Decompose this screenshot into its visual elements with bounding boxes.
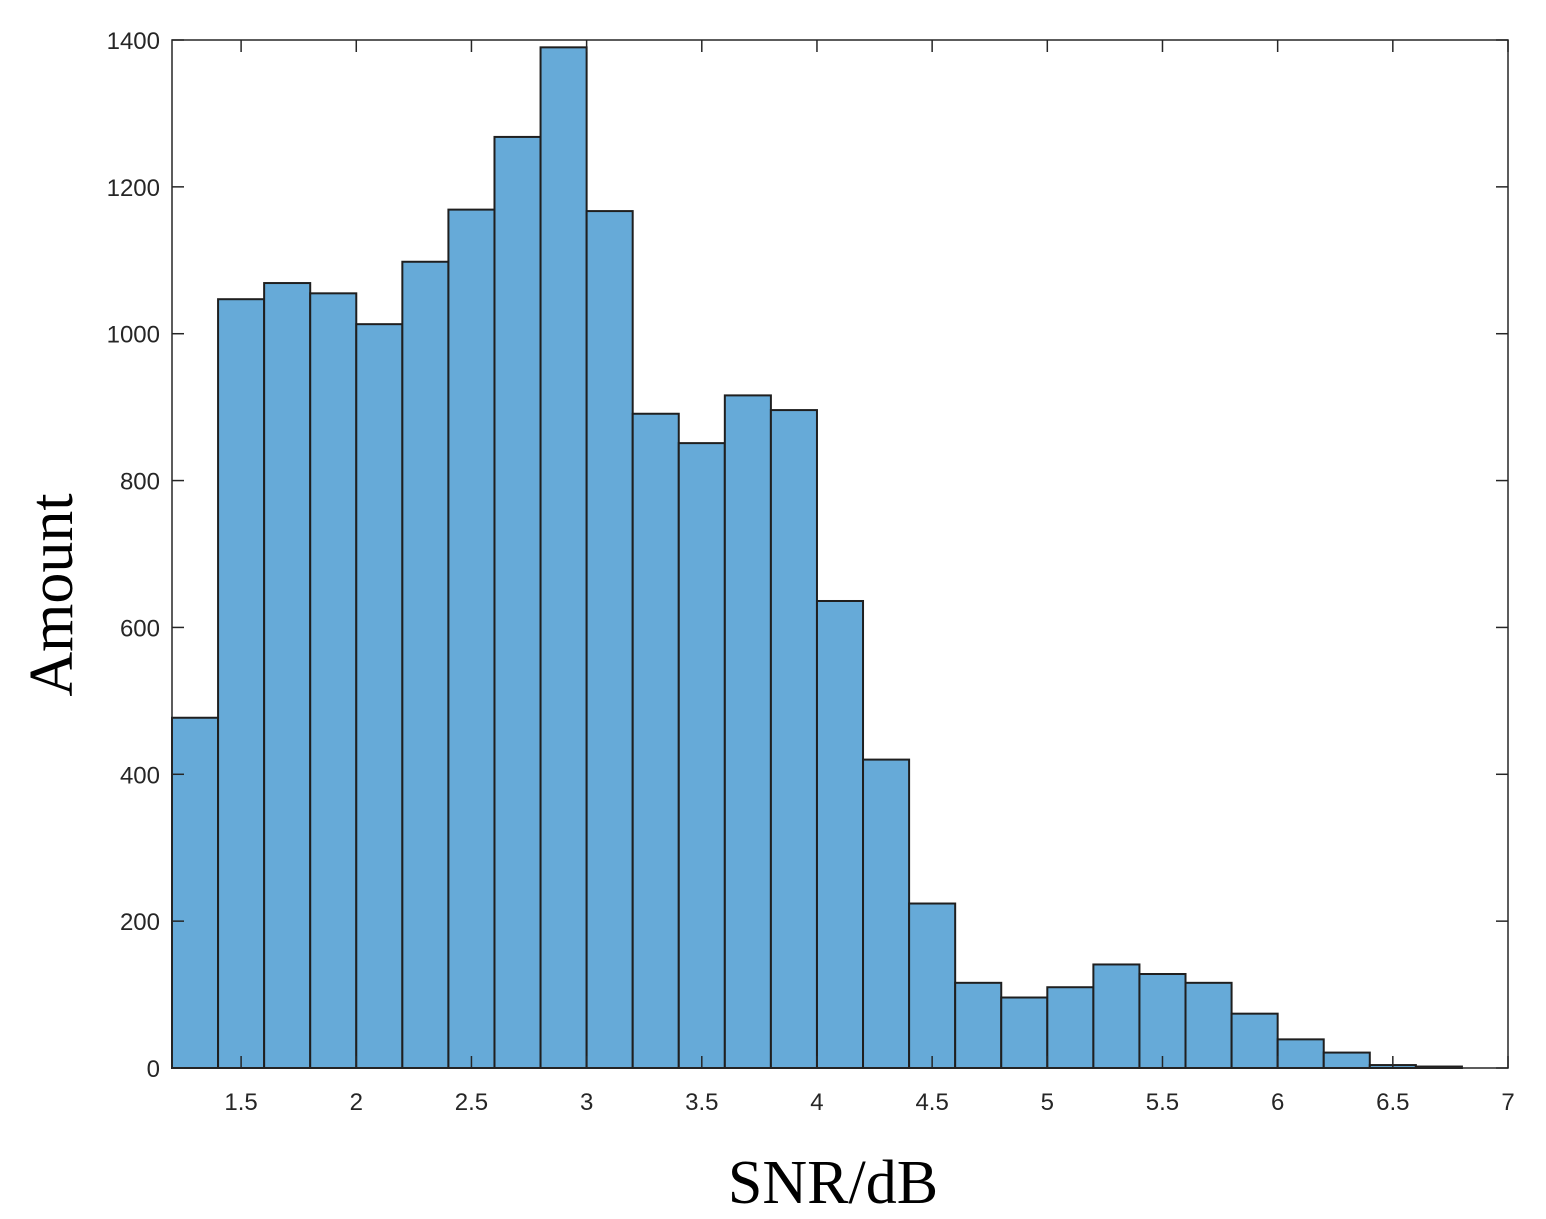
y-tick-label: 600 xyxy=(120,615,160,642)
y-axis-title: Amount xyxy=(18,493,86,696)
x-axis-title: SNR/dB xyxy=(728,1149,938,1217)
histogram-bar xyxy=(447,208,496,1069)
histogram-bar xyxy=(309,292,358,1070)
x-tick-label: 6 xyxy=(1271,1089,1284,1116)
histogram-bars xyxy=(171,46,1463,1070)
y-tick-label: 400 xyxy=(120,762,160,789)
y-tick-label: 1000 xyxy=(107,322,160,349)
histogram-bar xyxy=(171,716,220,1069)
histogram-bar xyxy=(631,412,680,1070)
histogram-bar xyxy=(263,282,312,1069)
x-axis-ticks: 1.5 2 2.5 3 3.5 4 4.5 5 5.5 6 6.5 7 xyxy=(224,40,1515,1116)
histogram-bar xyxy=(217,298,266,1069)
axes xyxy=(171,39,1509,1069)
x-tick-label: 6.5 xyxy=(1376,1089,1409,1116)
x-tick-label: 1.5 xyxy=(224,1089,257,1116)
histogram-bar xyxy=(908,902,957,1070)
y-tick-label: 1400 xyxy=(107,28,160,55)
y-tick-label: 200 xyxy=(120,909,160,936)
histogram-bar xyxy=(1138,973,1187,1069)
histogram-bar xyxy=(1184,981,1233,1070)
histogram-bar xyxy=(769,409,818,1069)
x-tick-label: 4 xyxy=(810,1089,823,1116)
histogram-bar xyxy=(1230,1012,1279,1069)
x-tick-label: 4.5 xyxy=(915,1089,948,1116)
y-axis-ticks: 0 200 400 600 800 1000 1200 1400 xyxy=(107,28,1508,1083)
histogram-bar xyxy=(1046,986,1095,1070)
x-tick-label: 7 xyxy=(1501,1089,1514,1116)
histogram-bar xyxy=(1322,1051,1371,1069)
x-tick-label: 3 xyxy=(580,1089,593,1116)
histogram-bar xyxy=(1000,996,1049,1069)
x-tick-label: 2 xyxy=(350,1089,363,1116)
histogram-bar xyxy=(815,599,865,1069)
x-tick-label: 3.5 xyxy=(685,1089,718,1116)
histogram-bar xyxy=(723,394,772,1069)
histogram-bar xyxy=(1092,963,1141,1069)
histogram-bar xyxy=(539,46,588,1070)
histogram-bar xyxy=(585,210,634,1070)
plot-frame xyxy=(171,39,1509,1069)
x-tick-label: 5.5 xyxy=(1146,1089,1179,1116)
y-tick-label: 800 xyxy=(120,469,160,496)
histogram-bar xyxy=(862,758,911,1069)
histogram-bar xyxy=(355,323,404,1069)
x-tick-label: 5 xyxy=(1041,1089,1054,1116)
y-tick-label: 0 xyxy=(147,1056,160,1083)
histogram-bar xyxy=(954,981,1003,1070)
histogram-bar xyxy=(401,260,450,1069)
histogram-bar xyxy=(1276,1038,1325,1070)
histogram-bar xyxy=(493,135,542,1069)
histogram-bar xyxy=(677,442,726,1069)
x-tick-label: 2.5 xyxy=(455,1089,488,1116)
y-tick-label: 1200 xyxy=(107,175,160,202)
